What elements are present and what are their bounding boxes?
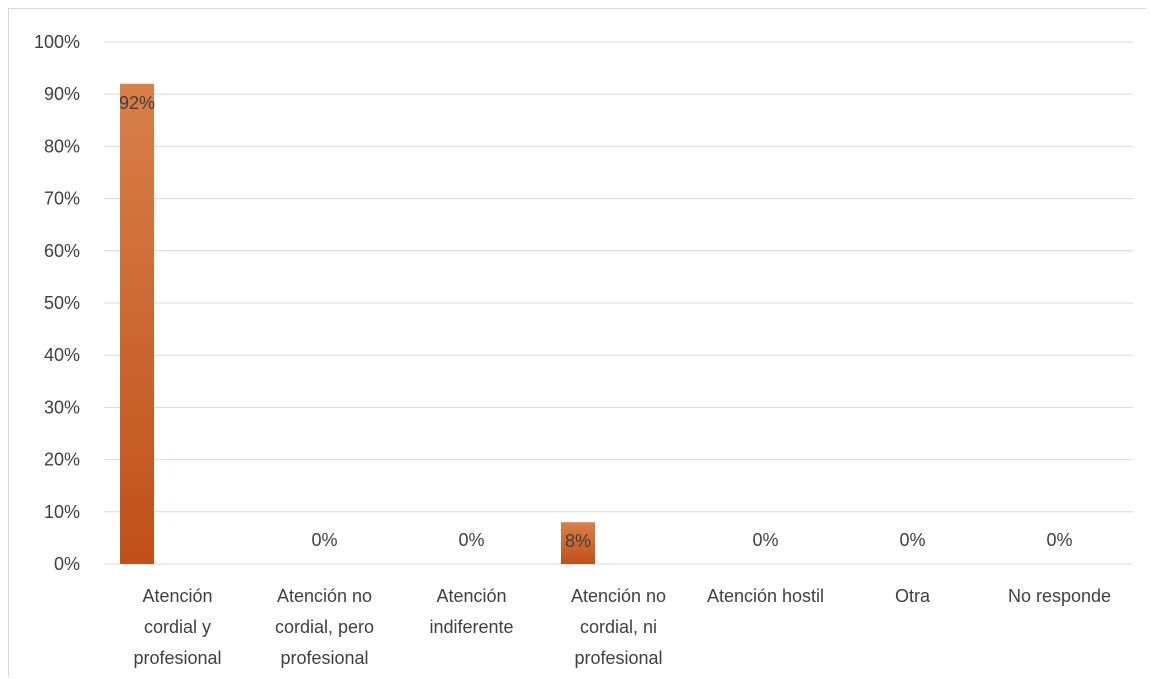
data-labels: 92% 0% 0% 8% 0% 0% 0% xyxy=(119,93,1073,551)
data-label: 8% xyxy=(565,531,591,551)
y-tick-label: 90% xyxy=(44,84,80,104)
data-label: 0% xyxy=(1046,530,1072,550)
y-axis-ticks: 0% 10% 20% 30% 40% 50% 60% 70% 80% 90% 100% xyxy=(34,32,80,574)
x-category-label: profesional xyxy=(133,648,221,668)
data-label: 0% xyxy=(899,530,925,550)
y-tick-label: 10% xyxy=(44,502,80,522)
data-label: 0% xyxy=(752,530,778,550)
data-label: 0% xyxy=(311,530,337,550)
x-category-label: indiferente xyxy=(429,617,513,637)
x-category-label: No responde xyxy=(1008,586,1111,606)
y-tick-label: 0% xyxy=(54,554,80,574)
x-category-label: Atención xyxy=(436,586,506,606)
y-tick-label: 80% xyxy=(44,136,80,156)
x-category-label: Atención no xyxy=(571,586,666,606)
y-tick-label: 30% xyxy=(44,397,80,417)
x-category-label: cordial, pero xyxy=(275,617,374,637)
y-tick-label: 100% xyxy=(34,32,80,52)
x-category-label: cordial, ni xyxy=(580,617,657,637)
data-label: 0% xyxy=(458,530,484,550)
bar xyxy=(561,522,595,564)
gridlines xyxy=(104,41,1133,565)
chart-frame xyxy=(8,8,1146,677)
y-tick-label: 20% xyxy=(44,450,80,470)
x-category-label: Atención hostil xyxy=(707,586,824,606)
x-category-label: Otra xyxy=(895,586,931,606)
y-tick-label: 70% xyxy=(44,189,80,209)
x-category-label: cordial y xyxy=(144,617,211,637)
x-category-label: Atención no xyxy=(277,586,372,606)
x-category-label: profesional xyxy=(574,648,662,668)
y-tick-label: 50% xyxy=(44,293,80,313)
bars xyxy=(120,83,595,564)
y-tick-label: 40% xyxy=(44,345,80,365)
bar xyxy=(120,83,154,564)
data-label: 92% xyxy=(119,93,155,113)
x-category-label: profesional xyxy=(280,648,368,668)
x-category-label: Atención xyxy=(142,586,212,606)
x-axis-categories: Atención cordial y profesional Atención no c… xyxy=(133,586,1111,668)
y-tick-label: 60% xyxy=(44,241,80,261)
